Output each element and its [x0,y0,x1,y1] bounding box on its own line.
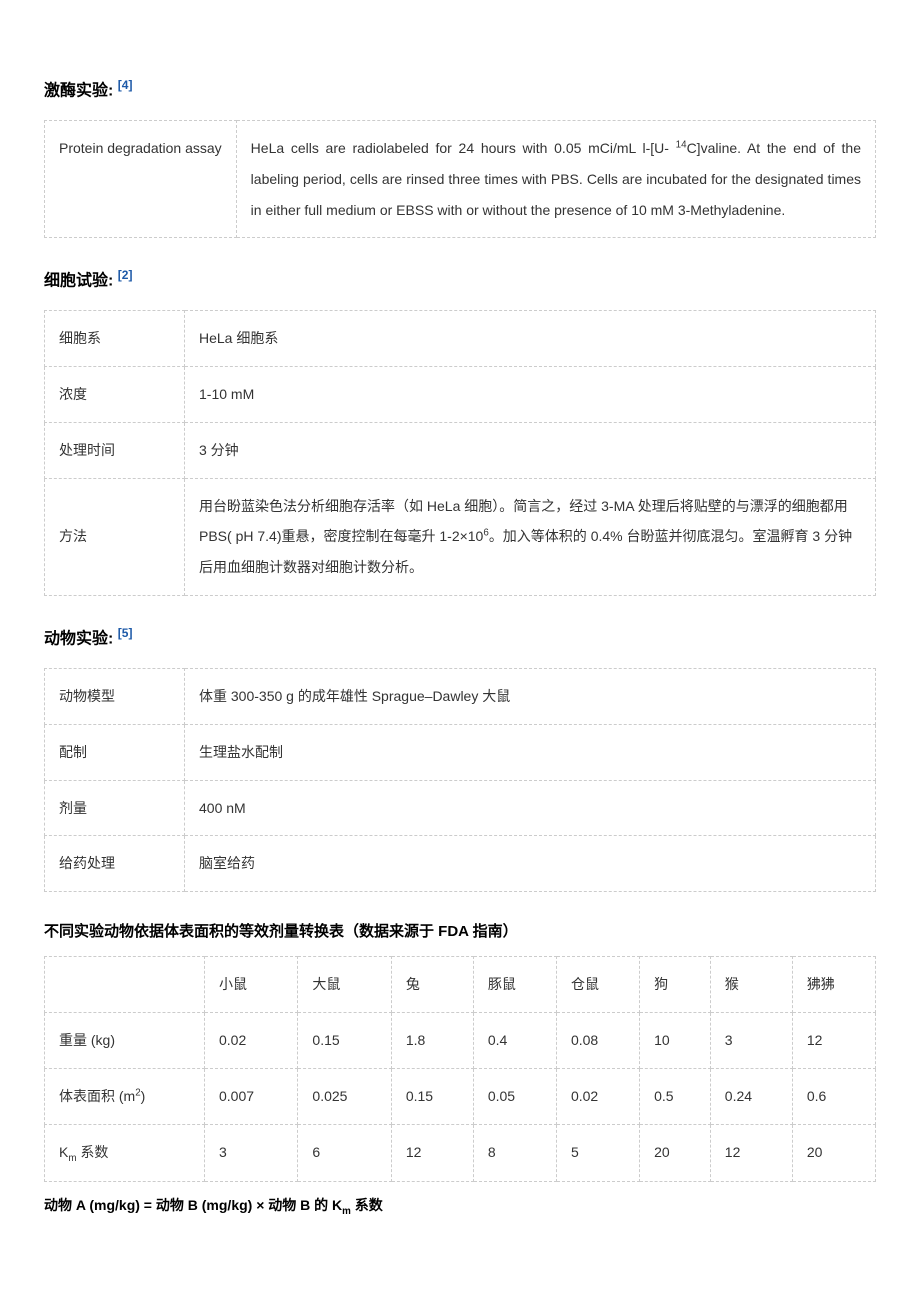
row-label: 浓度 [45,367,185,423]
col-header: 大鼠 [298,957,391,1013]
table-cell: 细胞系 HeLa 细胞系 浓度 1-10 mM 处理时间 3 分钟 方法 用台盼… [44,310,876,596]
row-label: 方法 [45,478,185,595]
section-title-cell: 细胞试验: [44,273,113,290]
table-row: Protein degradation assay HeLa cells are… [45,120,876,237]
row-label: 重量 (kg) [45,1012,205,1068]
cell: 6 [298,1124,391,1181]
cell: 0.08 [556,1012,639,1068]
row-value: 3 分钟 [185,422,876,478]
formula-text: 动物 A (mg/kg) = 动物 B (mg/kg) × 动物 B 的 Km … [44,1194,876,1219]
col-header: 狒狒 [792,957,875,1013]
row-label: Km 系数 [45,1124,205,1181]
cell: 10 [640,1012,711,1068]
table-row: 细胞系 HeLa 细胞系 [45,311,876,367]
row-value: 400 nM [185,780,876,836]
cell: 12 [710,1124,792,1181]
section-title-animal: 动物实验: [44,630,113,647]
table-row: 浓度 1-10 mM [45,367,876,423]
table-row: 方法 用台盼蓝染色法分析细胞存活率（如 HeLa 细胞）。简言之，经过 3-MA… [45,478,876,595]
cell: 1.8 [391,1012,473,1068]
table-header-row: 小鼠 大鼠 兔 豚鼠 仓鼠 狗 猴 狒狒 [45,957,876,1013]
row-value: 生理盐水配制 [185,724,876,780]
cell: 0.02 [205,1012,298,1068]
row-value: HeLa cells are radiolabeled for 24 hours… [236,120,875,237]
row-label: 体表面积 (m2) [45,1068,205,1124]
table-row: Km 系数 3 6 12 8 5 20 12 20 [45,1124,876,1181]
section-heading-animal: 动物实验: [5] [44,624,876,652]
table-row: 动物模型 体重 300-350 g 的成年雄性 Sprague–Dawley 大… [45,668,876,724]
cell: 0.5 [640,1068,711,1124]
row-label: 剂量 [45,780,185,836]
section-ref-kinase: [4] [118,78,133,92]
col-header [45,957,205,1013]
row-value: 体重 300-350 g 的成年雄性 Sprague–Dawley 大鼠 [185,668,876,724]
cell: 0.05 [473,1068,556,1124]
table-row: 处理时间 3 分钟 [45,422,876,478]
col-header: 猴 [710,957,792,1013]
col-header: 仓鼠 [556,957,639,1013]
cell: 0.02 [556,1068,639,1124]
col-header: 狗 [640,957,711,1013]
table-row: 剂量 400 nM [45,780,876,836]
table-row: 体表面积 (m2) 0.007 0.025 0.15 0.05 0.02 0.5… [45,1068,876,1124]
cell: 20 [792,1124,875,1181]
section-ref-animal: [5] [118,626,133,640]
conversion-heading: 不同实验动物依据体表面积的等效剂量转换表（数据来源于 FDA 指南） [44,920,876,944]
section-heading-cell: 细胞试验: [2] [44,266,876,294]
row-label: 动物模型 [45,668,185,724]
table-row: 重量 (kg) 0.02 0.15 1.8 0.4 0.08 10 3 12 [45,1012,876,1068]
row-label: Protein degradation assay [45,120,237,237]
row-label: 给药处理 [45,836,185,892]
row-label: 细胞系 [45,311,185,367]
cell: 12 [792,1012,875,1068]
table-animal: 动物模型 体重 300-350 g 的成年雄性 Sprague–Dawley 大… [44,668,876,892]
cell: 0.4 [473,1012,556,1068]
section-ref-cell: [2] [118,268,133,282]
table-row: 给药处理 脑室给药 [45,836,876,892]
row-value: 1-10 mM [185,367,876,423]
row-label: 配制 [45,724,185,780]
cell: 8 [473,1124,556,1181]
cell: 0.025 [298,1068,391,1124]
col-header: 兔 [391,957,473,1013]
cell: 0.15 [391,1068,473,1124]
row-value: HeLa 细胞系 [185,311,876,367]
cell: 5 [556,1124,639,1181]
table-kinase: Protein degradation assay HeLa cells are… [44,120,876,238]
cell: 0.15 [298,1012,391,1068]
cell: 0.6 [792,1068,875,1124]
table-conversion: 小鼠 大鼠 兔 豚鼠 仓鼠 狗 猴 狒狒 重量 (kg) 0.02 0.15 1… [44,956,876,1182]
row-value: 脑室给药 [185,836,876,892]
cell: 20 [640,1124,711,1181]
cell: 12 [391,1124,473,1181]
col-header: 豚鼠 [473,957,556,1013]
cell: 0.007 [205,1068,298,1124]
cell: 0.24 [710,1068,792,1124]
table-row: 配制 生理盐水配制 [45,724,876,780]
cell: 3 [710,1012,792,1068]
cell: 3 [205,1124,298,1181]
col-header: 小鼠 [205,957,298,1013]
row-value: 用台盼蓝染色法分析细胞存活率（如 HeLa 细胞）。简言之，经过 3-MA 处理… [185,478,876,595]
row-label: 处理时间 [45,422,185,478]
section-heading-kinase: 激酶实验: [4] [44,76,876,104]
section-title-kinase: 激酶实验: [44,82,113,99]
